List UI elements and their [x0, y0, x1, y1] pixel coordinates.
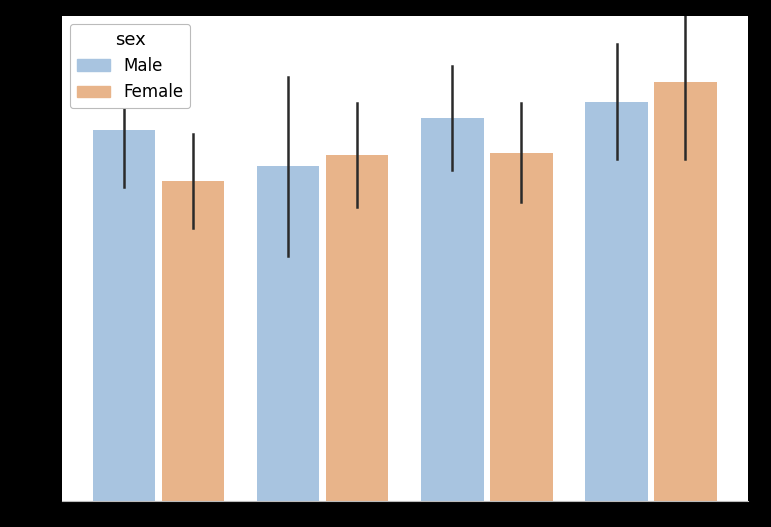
Bar — [162, 181, 224, 501]
Bar — [326, 155, 389, 501]
Legend: Male, Female: Male, Female — [70, 24, 190, 108]
Bar — [421, 118, 483, 501]
Bar — [257, 166, 319, 501]
Bar — [93, 130, 155, 501]
Bar — [585, 102, 648, 501]
Bar — [490, 152, 553, 501]
Bar — [655, 82, 717, 501]
